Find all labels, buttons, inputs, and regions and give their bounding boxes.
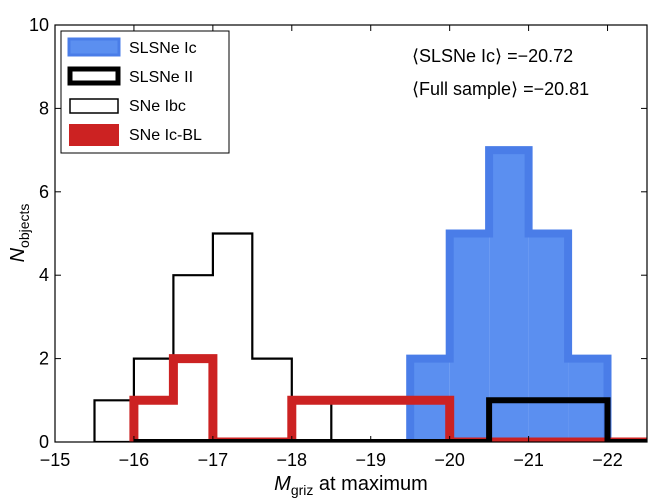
- x-tick-label: −22: [592, 450, 623, 470]
- series-slsne-ii: [133, 397, 647, 442]
- y-tick-label: 8: [39, 98, 49, 118]
- x-axis-label: Mgriz at maximum: [274, 473, 428, 498]
- annotation-slsne-ic-mean: ⟨SLSNe Ic⟩ =−20.72: [412, 46, 573, 66]
- step-slsne-ii: [133, 397, 647, 442]
- x-tick-label: −20: [434, 450, 465, 470]
- y-tick-label: 6: [39, 182, 49, 202]
- y-tick-label: 10: [29, 15, 49, 35]
- legend-swatch-sne-ic-bl: [69, 124, 119, 146]
- legend-swatch-slsne-ii: [67, 66, 121, 86]
- outline-slsne-ic: [406, 146, 612, 442]
- legend-label-slsne-ic: SLSNe Ic: [129, 40, 197, 57]
- legend-label-slsne-ii: SLSNe II: [129, 69, 193, 86]
- annotation-full-sample-mean: ⟨Full sample⟩ =−20.81: [412, 79, 589, 99]
- x-tick-label: −16: [119, 450, 150, 470]
- plot-frame: [54, 24, 648, 443]
- y-axis-label: Nobjects: [7, 204, 32, 263]
- x-tick-label: −21: [513, 450, 544, 470]
- step-sne-ic-bl: [129, 354, 647, 442]
- bar-slsne-ic-2: [489, 150, 529, 442]
- legend: SLSNe Ic SLSNe II SNe Ibc SNe Ic-BL: [60, 30, 230, 154]
- legend-label-sne-ibc: SNe Ibc: [129, 98, 186, 115]
- bar-slsne-ic-3: [528, 233, 569, 442]
- y-tick-label: 4: [39, 265, 49, 285]
- x-tick-label: −15: [40, 450, 71, 470]
- x-tick-label: −18: [277, 450, 308, 470]
- x-tick-label: −19: [355, 450, 386, 470]
- bar-slsne-ic-1: [449, 233, 490, 442]
- legend-label-sne-ic-bl: SNe Ic-BL: [129, 127, 202, 144]
- y-tick-label: 0: [39, 432, 49, 452]
- series-sne-ic-bl: [129, 354, 647, 442]
- legend-swatch-slsne-ic: [67, 37, 121, 57]
- x-tick-label: −17: [198, 450, 229, 470]
- legend-swatch-sne-ibc: [69, 98, 119, 114]
- y-tick-label: 2: [39, 349, 49, 369]
